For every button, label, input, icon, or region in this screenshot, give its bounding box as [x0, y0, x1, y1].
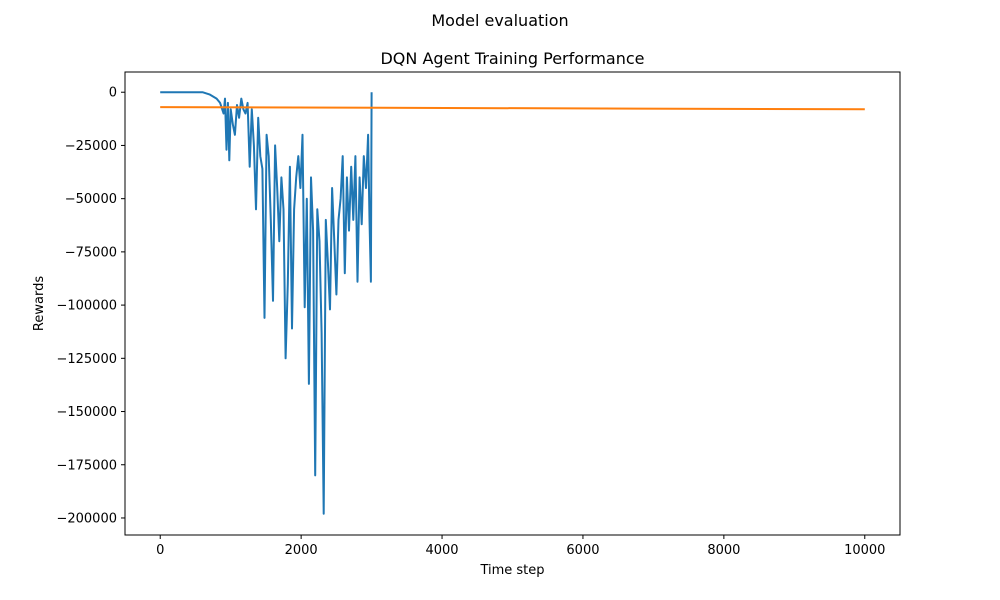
y-tick-label: −150000 [56, 405, 117, 420]
series-line-2 [160, 106, 865, 111]
y-tick-label: −125000 [56, 352, 117, 367]
plot-area [160, 91, 865, 515]
y-tick-label: −25000 [65, 139, 117, 154]
x-tick-label: 4000 [425, 543, 458, 558]
x-tick-label: 2000 [285, 543, 318, 558]
y-tick-label: 0 [109, 86, 117, 101]
y-axis-label: Rewards [32, 276, 47, 331]
x-axis: 0 2000 4000 6000 8000 10000 [156, 535, 885, 558]
chart-title: DQN Agent Training Performance [380, 49, 644, 68]
series-line-1 [160, 91, 373, 515]
x-tick-label: 0 [156, 543, 164, 558]
y-tick-label: −175000 [56, 458, 117, 473]
y-tick-label: −75000 [65, 245, 117, 260]
figure-suptitle: Model evaluation [431, 11, 568, 30]
x-axis-label: Time step [479, 563, 544, 578]
x-tick-label: 10000 [844, 543, 885, 558]
y-tick-label: −50000 [65, 192, 117, 207]
y-tick-label: −200000 [56, 511, 117, 526]
y-tick-label: −100000 [56, 299, 117, 314]
x-tick-label: 8000 [707, 543, 740, 558]
axes-frame [124, 71, 901, 536]
y-axis: 0 −25000 −50000 −75000 −100000 −125000 −150000… [56, 86, 125, 526]
x-tick-label: 6000 [566, 543, 599, 558]
